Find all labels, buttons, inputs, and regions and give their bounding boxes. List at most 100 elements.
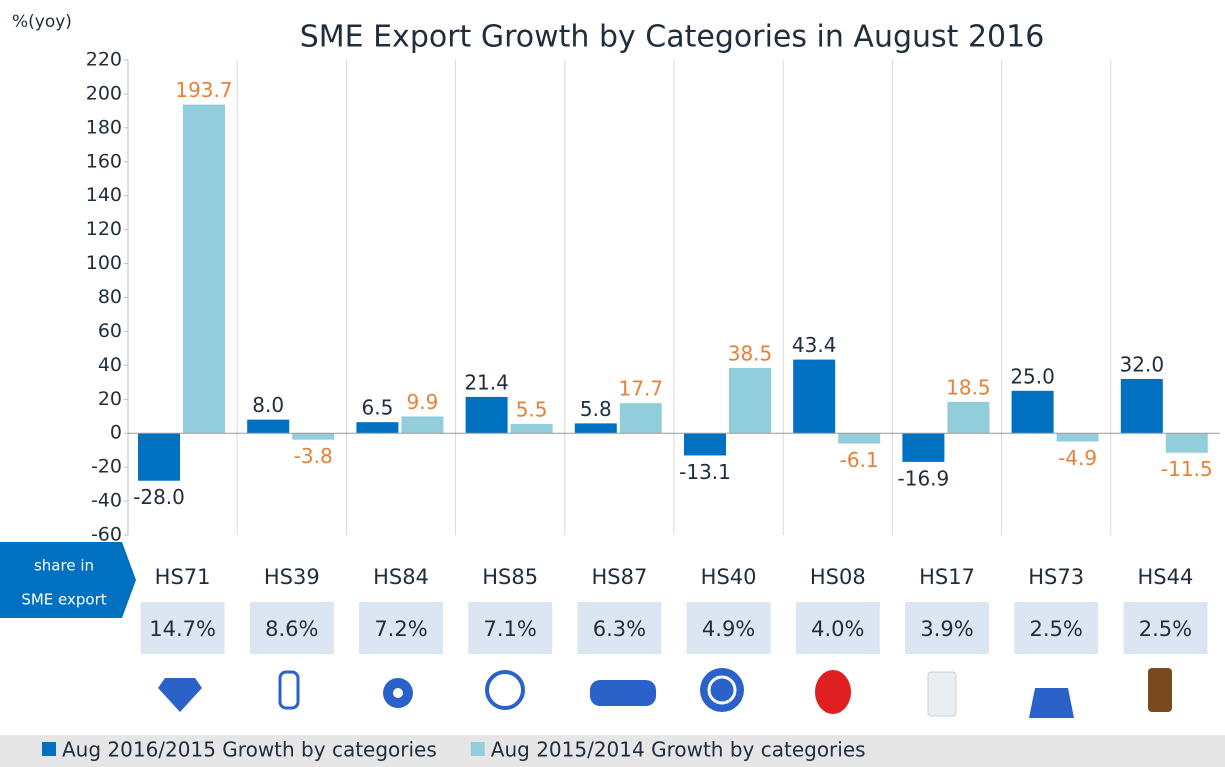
- bar: [1165, 433, 1208, 453]
- data-label: -13.1: [679, 460, 731, 484]
- bar: [1056, 433, 1099, 442]
- y-tick-label: 20: [98, 388, 122, 410]
- share-box: [795, 602, 880, 654]
- y-tick-label: -60: [91, 524, 122, 546]
- share-value: 2.5%: [1139, 617, 1192, 641]
- share-header: SME export: [21, 591, 106, 609]
- data-label: -16.9: [898, 466, 950, 490]
- legend-background: [0, 735, 1225, 767]
- icon-diamond: [158, 678, 202, 712]
- data-label: 193.7: [175, 78, 232, 102]
- bar: [793, 359, 836, 434]
- share-value: 7.2%: [374, 617, 427, 641]
- x-tick-label: HS40: [701, 565, 757, 589]
- x-tick-label: HS85: [482, 565, 538, 589]
- data-label: -28.0: [133, 485, 185, 509]
- bar: [574, 423, 617, 434]
- share-value: 6.3%: [593, 617, 646, 641]
- data-label: -11.5: [1161, 457, 1213, 481]
- legend-label: Aug 2016/2015 Growth by categories: [62, 738, 437, 762]
- bar: [838, 433, 881, 444]
- y-tick-label: 60: [98, 320, 122, 342]
- y-tick-label: 180: [86, 116, 122, 138]
- share-box: [468, 602, 553, 654]
- share-value: 4.9%: [702, 617, 755, 641]
- share-box: [249, 602, 334, 654]
- data-label: 8.0: [252, 393, 284, 417]
- icon-car: [590, 680, 656, 706]
- bar: [729, 367, 771, 434]
- data-label: -6.1: [840, 448, 879, 472]
- data-label: 25.0: [1010, 364, 1055, 388]
- y-tick-label: 120: [86, 218, 122, 240]
- data-label: 5.8: [580, 397, 612, 421]
- y-tick-label: -20: [91, 456, 122, 478]
- bar: [1120, 378, 1163, 434]
- legend-swatch: [42, 742, 56, 756]
- y-tick-label: 160: [86, 150, 122, 172]
- x-tick-label: HS73: [1028, 565, 1084, 589]
- y-tick-label: 100: [86, 252, 122, 274]
- x-tick-label: HS71: [155, 565, 211, 589]
- data-label: -4.9: [1058, 446, 1097, 470]
- data-label: 32.0: [1120, 352, 1165, 376]
- data-label: 43.4: [792, 333, 837, 357]
- bar: [902, 433, 945, 462]
- icon-tire-rim: [707, 675, 737, 705]
- x-tick-label: HS87: [591, 565, 647, 589]
- bar: [247, 419, 290, 434]
- share-value: 14.7%: [149, 617, 216, 641]
- chart-title: SME Export Growth by Categories in Augus…: [300, 20, 1045, 55]
- icon-sugar: [927, 671, 957, 717]
- data-label: 18.5: [946, 375, 991, 399]
- share-box: [905, 602, 989, 654]
- bar: [292, 433, 335, 440]
- legend-swatch: [470, 742, 485, 756]
- x-tick-label: HS44: [1137, 565, 1193, 589]
- share-box: [359, 602, 443, 654]
- icon-tire: [700, 668, 744, 712]
- share-value: 3.9%: [920, 617, 973, 641]
- legend-label: Aug 2015/2014 Growth by categories: [491, 738, 866, 762]
- bar: [510, 423, 553, 434]
- bar: [947, 401, 990, 434]
- x-tick-label: HS84: [373, 565, 429, 589]
- bar: [1011, 390, 1054, 434]
- y-tick-label: 200: [86, 82, 122, 104]
- data-label: 6.5: [361, 396, 393, 420]
- y-tick-label: 80: [98, 286, 122, 308]
- icon-log: [1148, 668, 1172, 712]
- y-axis-label: %(yoy): [12, 12, 72, 32]
- share-box: [140, 602, 225, 654]
- share-arrow: [0, 542, 136, 618]
- share-value: 2.5%: [1030, 617, 1083, 641]
- share-box: [1123, 602, 1208, 654]
- share-box: [686, 602, 771, 654]
- y-tick-label: 140: [86, 184, 122, 206]
- x-tick-label: HS08: [810, 565, 866, 589]
- data-label: 5.5: [516, 397, 548, 421]
- bar: [684, 433, 726, 456]
- share-box: [577, 602, 662, 654]
- share-box: [1014, 602, 1099, 654]
- data-label: 38.5: [728, 341, 773, 365]
- icon-plug: [485, 670, 525, 710]
- icon-apple: [815, 670, 851, 714]
- icon-weight: [1029, 688, 1074, 718]
- y-tick-label: -40: [91, 490, 122, 512]
- x-tick-label: HS17: [919, 565, 975, 589]
- bar: [619, 403, 662, 434]
- icon-gear-hole: [393, 688, 403, 698]
- bar: [401, 416, 444, 434]
- y-tick-label: 40: [98, 354, 122, 376]
- data-label: -3.8: [294, 444, 333, 468]
- bar: [183, 104, 225, 434]
- share-header: share in: [34, 557, 94, 575]
- icons: [158, 668, 1172, 718]
- share-value: 7.1%: [484, 617, 537, 641]
- y-tick-label: 220: [86, 49, 122, 71]
- bar: [356, 422, 399, 434]
- share-value: 4.0%: [811, 617, 864, 641]
- y-tick-label: 0: [110, 422, 122, 444]
